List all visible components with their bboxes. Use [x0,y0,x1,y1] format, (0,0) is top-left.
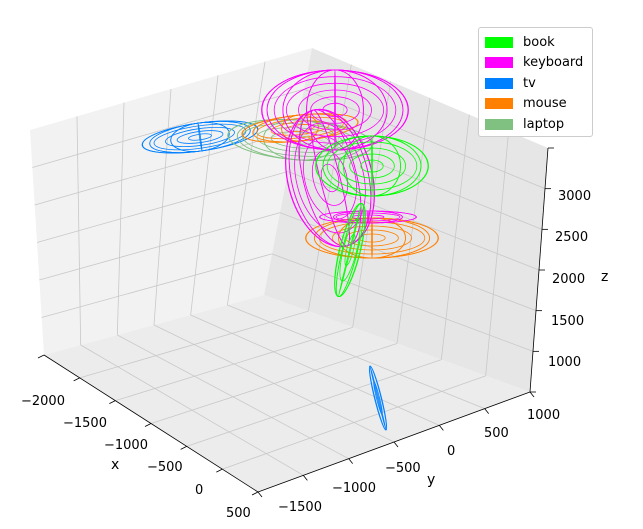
z-axis-label: z [601,269,608,285]
wire-ring [165,126,235,148]
legend-label: mouse [523,96,567,112]
wire-ring [358,233,386,243]
y-tick-mark [439,425,444,431]
series-tv [368,365,388,431]
x-tick-label: 500 [226,506,251,521]
grid-line [271,253,534,352]
wire-ring [318,221,426,255]
x-tick-mark [216,468,223,473]
wire-meridian [335,202,365,298]
z-tick-label: 1500 [551,314,584,329]
legend-swatch-keyboard [485,57,513,69]
x-tick-mark [180,445,187,450]
x-tick-label: −1500 [63,416,107,431]
wire-ring [326,141,418,191]
wire-ring [373,381,383,415]
axis-lines [37,147,554,498]
wire-meridian [149,121,251,153]
series-layer [141,69,439,431]
z-tick-label: 2000 [552,272,585,287]
wire-meridian [288,109,372,247]
wire-ring [294,122,366,234]
wire-ring [349,153,395,179]
y-tick-mark [393,441,399,448]
wire-ring [344,234,356,266]
legend-item-laptop: laptop [485,114,586,135]
wire-ring [337,147,406,185]
x-axis-label: x [111,457,119,473]
legend-label: book [523,34,555,50]
series-mouse [305,217,439,259]
legend-item-book: book [485,32,586,53]
legend-item-keyboard: keyboard [485,53,586,74]
legend-swatch-tv [485,77,513,89]
series-book [334,202,366,298]
y-tick-mark [529,391,535,398]
wire-meridian [313,217,431,259]
y-tick-label: 1000 [527,408,560,423]
legend-item-tv: tv [485,73,586,94]
legend: book keyboard tv mouse laptop [478,27,593,137]
wire-meridian [369,365,387,431]
grid-line [41,253,273,318]
y-tick-label: 0 [447,444,455,459]
wire-meridian [266,69,404,151]
legend-swatch-book [485,36,513,48]
wire-ring [176,130,224,144]
wire-meridian [322,135,422,197]
wire-ring [285,82,385,138]
wire-ring [360,159,384,173]
z-tick-label: 2500 [555,230,588,245]
legend-label: tv [523,75,536,91]
x-tick-mark [73,377,80,382]
x-tick-mark [251,491,259,496]
x-tick-mark [109,400,116,405]
pane-right [264,48,548,392]
wire-ring [188,133,212,141]
y-tick-mark [348,458,353,464]
grid-lines [32,61,546,476]
x-tick-mark [37,354,45,359]
y-tick-mark [257,491,263,498]
wire-ring [339,218,361,282]
x-tick-mark [144,423,152,427]
wire-meridian [333,210,403,224]
x-tick-label: −2000 [21,394,65,409]
y-axis-label: y [427,472,435,488]
wire-ring [270,120,330,136]
legend-item-mouse: mouse [485,94,586,115]
grid-line [222,375,486,470]
wire-ring [298,89,372,131]
y-tick-label: 500 [484,426,509,441]
x-tick-label: −500 [147,460,183,475]
legend-swatch-laptop [485,118,513,130]
z-tick-label: 3000 [558,189,591,204]
wire-ring [351,214,385,220]
wire-ring [331,225,412,251]
series-book [315,135,429,197]
legend-label: laptop [523,116,565,132]
y-tick-mark [484,408,489,414]
series-tv [141,120,259,154]
y-tick-label: −1500 [278,500,322,515]
pane-floor [44,295,530,492]
legend-label: keyboard [523,55,584,71]
z-tick-label: 1000 [548,355,581,370]
wire-ring [335,212,401,222]
x-tick-label: −1000 [104,438,148,453]
legend-swatch-mouse [485,98,513,110]
y-tick-mark [303,475,308,481]
x-tick-label: 0 [195,483,203,498]
series-keyboard [319,210,417,224]
y-tick-label: −500 [385,461,421,476]
series-keyboard [285,108,375,248]
y-tick-label: −1000 [332,481,376,496]
